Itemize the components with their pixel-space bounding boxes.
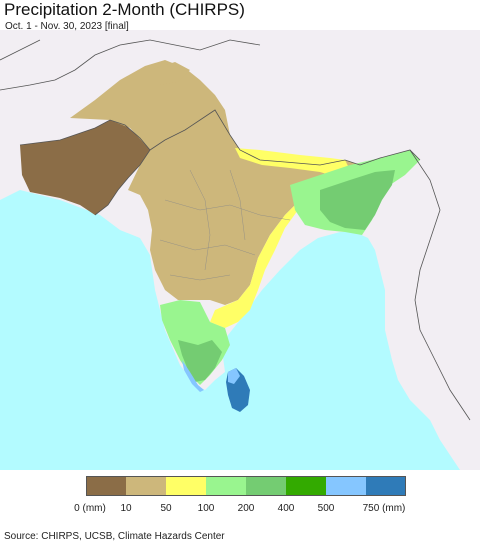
yellow-band bbox=[210, 148, 350, 328]
state-borders bbox=[159, 169, 291, 281]
country-borders bbox=[0, 39, 471, 421]
northeast-dark-green bbox=[320, 170, 395, 230]
ocean bbox=[0, 190, 460, 470]
page-subtitle: Oct. 1 - Nov. 30, 2023 [final] bbox=[5, 21, 129, 32]
source-credit: Source: CHIRPS, UCSB, Climate Hazards Ce… bbox=[4, 531, 225, 542]
north-tan-region bbox=[70, 60, 360, 305]
sri-lanka-light bbox=[228, 368, 240, 384]
himalaya-band bbox=[150, 62, 190, 85]
pakistan-region bbox=[20, 120, 150, 215]
kerala-blue bbox=[182, 360, 204, 392]
page-title: Precipitation 2-Month (CHIRPS) bbox=[4, 0, 245, 19]
